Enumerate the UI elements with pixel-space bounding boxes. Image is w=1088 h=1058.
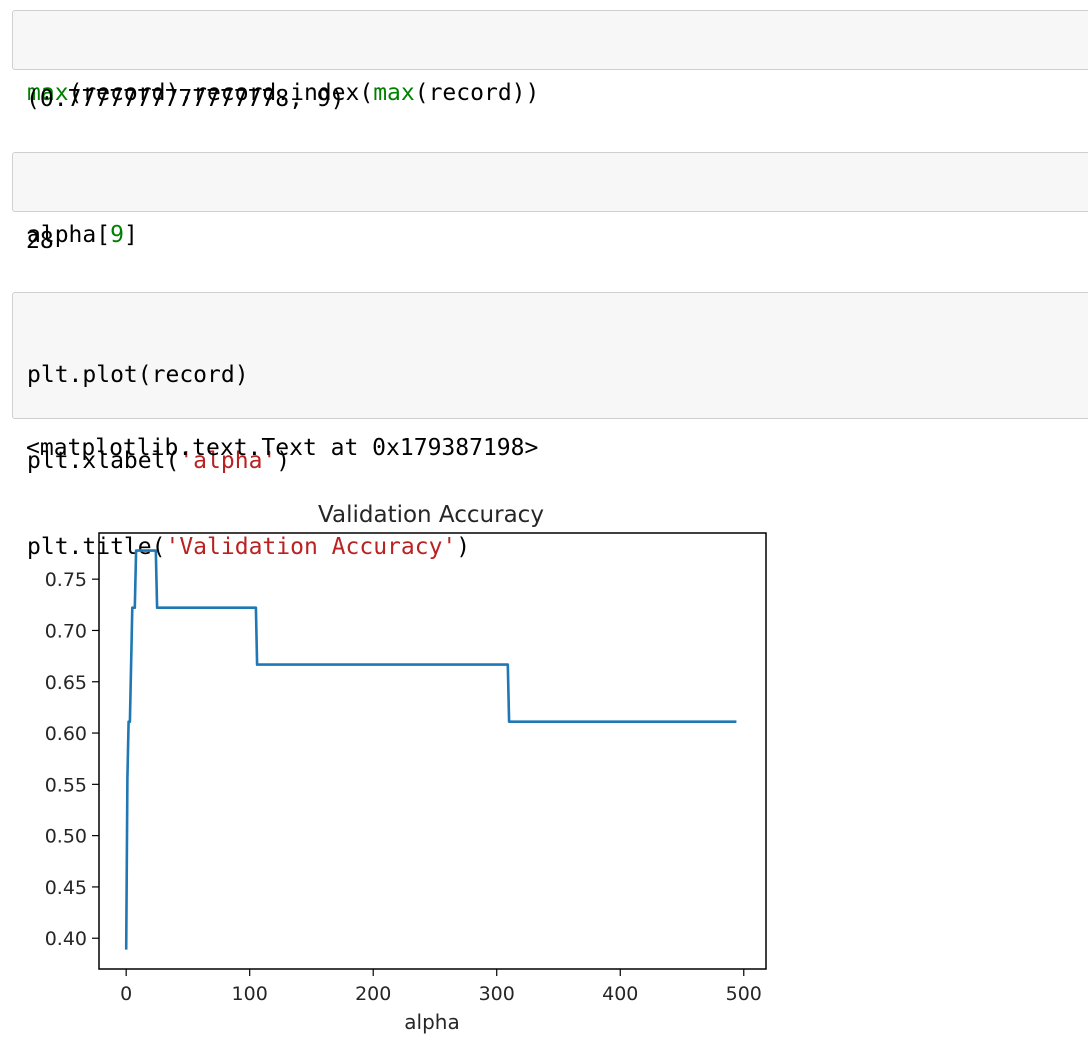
x-tick-label: 0	[120, 983, 132, 1005]
series-group	[124, 549, 737, 950]
y-tick-label: 0.70	[45, 620, 87, 642]
code-token: (record))	[414, 80, 540, 106]
code-token: (record),record.index(	[68, 80, 374, 106]
code-token: 9	[110, 222, 124, 248]
code-cell-2-input[interactable]: alpha[9]	[12, 152, 1088, 248]
y-tick-label: 0.65	[45, 672, 87, 694]
code-token: alpha[	[27, 222, 111, 248]
code-cell-1-output: (0.7777777777777778, 9)	[26, 86, 345, 112]
code-token: max	[27, 80, 69, 106]
x-axis: 0 100 200 300 400 500	[120, 969, 762, 1005]
x-axis-label: alpha	[404, 1010, 459, 1034]
x-tick-label: 500	[726, 983, 762, 1005]
code-token: 'alpha'	[179, 448, 277, 474]
code-token: ]	[123, 222, 138, 248]
y-tick-label: 0.40	[45, 928, 87, 950]
code-cell-3-output: <matplotlib.text.Text at 0x179387198>	[26, 435, 539, 461]
y-tick-label: 0.45	[45, 877, 87, 899]
code-line: plt.title('Validation Accuracy')	[27, 530, 1088, 564]
y-tick-label: 0.60	[45, 723, 87, 745]
code-token: )	[276, 448, 291, 474]
series-line	[124, 549, 737, 950]
y-axis: 0.40 0.45 0.50 0.55 0.60 0.65 0.70 0.75	[45, 569, 99, 950]
code-token: plt.plot(record)	[27, 362, 249, 388]
code-line: plt.plot(record)	[27, 358, 1088, 392]
y-tick-label: 0.75	[45, 569, 87, 591]
code-cell-2-output: 28	[26, 228, 54, 254]
code-token: 'Validation Accuracy'	[165, 534, 457, 560]
y-tick-label: 0.55	[45, 774, 87, 796]
x-tick-label: 200	[355, 983, 391, 1005]
code-token: plt.xlabel(	[27, 448, 180, 474]
code-token: )	[456, 534, 471, 560]
x-tick-label: 400	[602, 983, 638, 1005]
code-token: plt.title(	[27, 534, 166, 560]
x-tick-label: 300	[479, 983, 515, 1005]
plot-area-frame	[98, 532, 767, 970]
y-tick-label: 0.50	[45, 826, 87, 848]
chart-title: Validation Accuracy	[318, 502, 544, 528]
code-line: plt.xlabel('alpha')	[27, 444, 1088, 478]
code-cell-1-input[interactable]: max(record),record.index(max(record))	[12, 10, 1088, 106]
x-tick-label: 100	[232, 983, 268, 1005]
code-cell-3-input[interactable]: plt.plot(record) plt.xlabel('alpha') plt…	[12, 292, 1088, 560]
code-line: max(record),record.index(max(record))	[27, 76, 1088, 110]
code-token: max	[373, 80, 415, 106]
code-line: alpha[9]	[27, 218, 1088, 252]
